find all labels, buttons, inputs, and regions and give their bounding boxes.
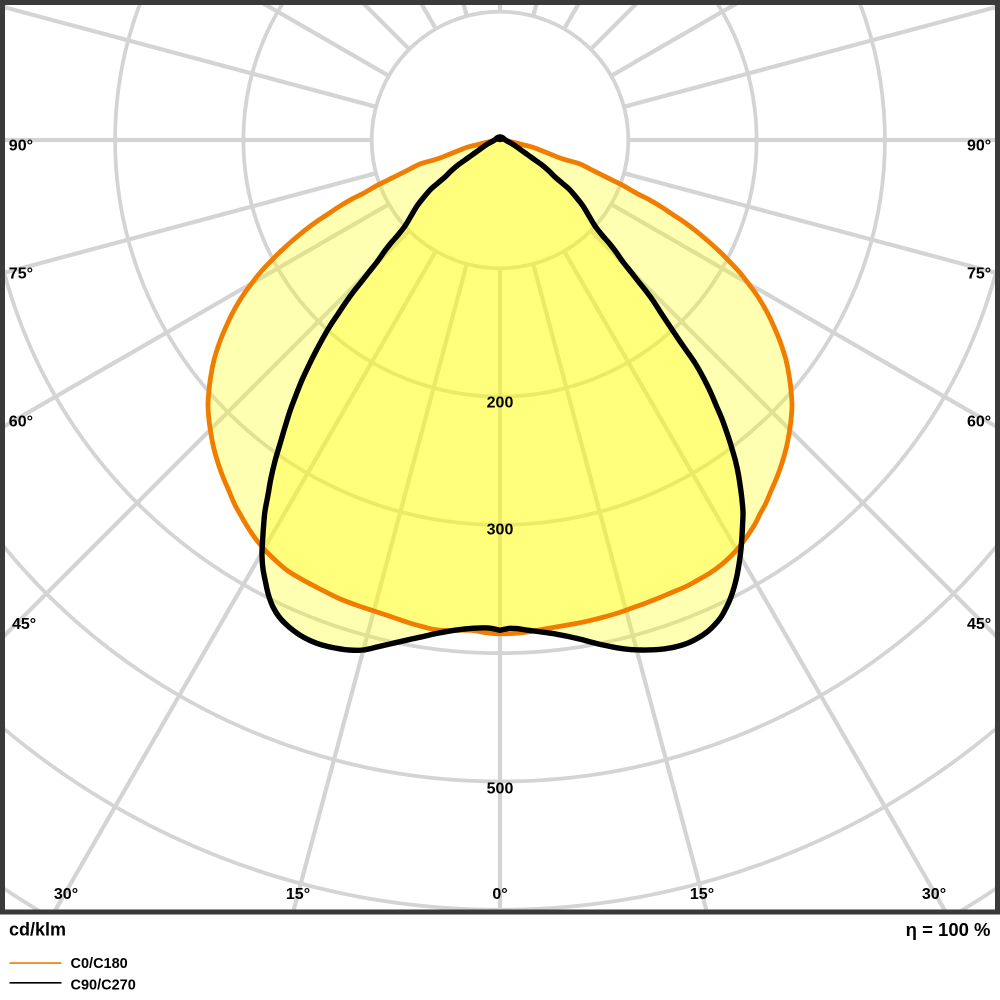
svg-text:60°: 60° bbox=[9, 414, 33, 431]
svg-text:C0/C180: C0/C180 bbox=[71, 956, 128, 972]
svg-text:15°: 15° bbox=[286, 886, 310, 903]
svg-text:45°: 45° bbox=[12, 616, 36, 633]
svg-text:200: 200 bbox=[487, 394, 514, 411]
svg-text:90°: 90° bbox=[967, 138, 991, 155]
svg-text:cd/klm: cd/klm bbox=[9, 920, 66, 940]
svg-text:C90/C270: C90/C270 bbox=[71, 977, 136, 993]
svg-text:15°: 15° bbox=[690, 886, 714, 903]
svg-text:30°: 30° bbox=[54, 886, 78, 903]
svg-text:300: 300 bbox=[487, 522, 514, 539]
svg-text:30°: 30° bbox=[922, 886, 946, 903]
svg-text:45°: 45° bbox=[967, 616, 991, 633]
svg-text:60°: 60° bbox=[967, 414, 991, 431]
svg-text:90°: 90° bbox=[9, 138, 33, 155]
svg-text:η = 100 %: η = 100 % bbox=[906, 919, 991, 940]
svg-text:75°: 75° bbox=[9, 265, 33, 282]
svg-text:75°: 75° bbox=[967, 265, 991, 282]
svg-text:500: 500 bbox=[487, 781, 514, 798]
svg-text:0°: 0° bbox=[492, 886, 507, 903]
